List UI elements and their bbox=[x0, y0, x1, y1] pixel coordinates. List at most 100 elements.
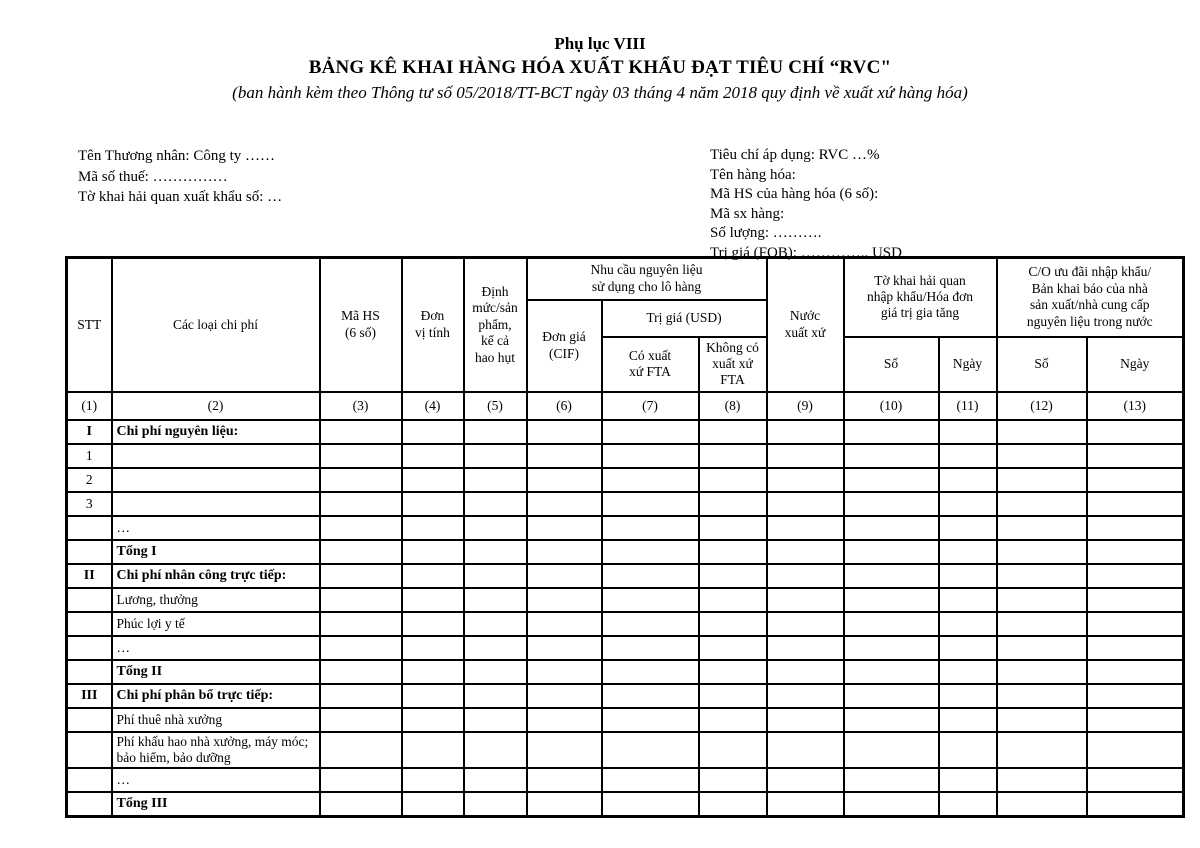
empty-cell bbox=[937, 490, 998, 517]
empty-cell bbox=[600, 730, 700, 770]
header-row-groups: STT Các loại chi phí Mã HS (6 số) Đơn vị… bbox=[65, 256, 1185, 393]
empty-cell bbox=[318, 610, 403, 637]
empty-cell bbox=[400, 682, 465, 709]
cost-label-cell bbox=[110, 490, 321, 517]
empty-cell bbox=[462, 634, 528, 661]
header-co-ngay: Ngày bbox=[1085, 335, 1185, 393]
empty-cell bbox=[765, 562, 845, 589]
header-hs-code: Mã HS (6 số) bbox=[318, 256, 403, 393]
empty-cell bbox=[1085, 791, 1185, 818]
empty-cell bbox=[525, 538, 603, 565]
empty-cell bbox=[318, 562, 403, 589]
empty-cell bbox=[318, 730, 403, 770]
empty-cell bbox=[765, 706, 845, 733]
table-body: (1) (2) (3) (4) (5) (6) (7) (8) (9) (10) (11) (12)(… bbox=[65, 390, 1185, 818]
empty-cell bbox=[937, 730, 998, 770]
empty-cell bbox=[842, 610, 940, 637]
document-subtitle: (ban hành kèm theo Thông tư số 05/2018/T… bbox=[232, 83, 968, 102]
empty-cell bbox=[462, 767, 528, 794]
empty-cell bbox=[842, 791, 940, 818]
empty-cell bbox=[697, 562, 768, 589]
empty-cell bbox=[765, 682, 845, 709]
empty-cell bbox=[842, 682, 940, 709]
empty-cell bbox=[1085, 730, 1185, 770]
empty-cell bbox=[400, 658, 465, 685]
empty-cell bbox=[400, 538, 465, 565]
empty-cell bbox=[697, 490, 768, 517]
empty-cell bbox=[318, 538, 403, 565]
empty-cell bbox=[937, 610, 998, 637]
empty-cell bbox=[842, 418, 940, 445]
empty-cell bbox=[765, 586, 845, 613]
empty-cell bbox=[525, 730, 603, 770]
empty-cell bbox=[462, 562, 528, 589]
empty-cell bbox=[842, 706, 940, 733]
empty-cell bbox=[697, 682, 768, 709]
table-row: 1 bbox=[65, 442, 1185, 469]
empty-cell bbox=[600, 442, 700, 469]
header-stt: STT bbox=[65, 256, 113, 393]
table-row: Lương, thưởng bbox=[65, 586, 1185, 613]
empty-cell bbox=[600, 634, 700, 661]
empty-cell bbox=[937, 791, 998, 818]
empty-cell bbox=[842, 586, 940, 613]
table-row: Tổng I bbox=[65, 538, 1185, 565]
empty-cell bbox=[462, 610, 528, 637]
empty-cell bbox=[1085, 418, 1185, 445]
empty-cell bbox=[842, 514, 940, 541]
header-norm: Định mức/sản phẩm, kể cả hao hụt bbox=[462, 256, 528, 393]
column-number-cell: (13) bbox=[1085, 390, 1185, 421]
stt-cell: 3 bbox=[65, 490, 113, 517]
cost-label-cell: … bbox=[110, 767, 321, 794]
empty-cell bbox=[462, 442, 528, 469]
table-row: II Chi phí nhân công trực tiếp: bbox=[65, 562, 1185, 589]
stt-cell bbox=[65, 634, 113, 661]
empty-cell bbox=[525, 658, 603, 685]
empty-cell bbox=[697, 538, 768, 565]
empty-cell bbox=[600, 791, 700, 818]
cost-label-cell: Chi phí phân bổ trực tiếp: bbox=[110, 682, 321, 709]
stt-cell bbox=[65, 610, 113, 637]
empty-cell bbox=[995, 538, 1088, 565]
stt-cell: I bbox=[65, 418, 113, 445]
empty-cell bbox=[697, 706, 768, 733]
empty-cell bbox=[937, 442, 998, 469]
table-row: Phí khấu hao nhà xưởng, máy móc; bảo hiể… bbox=[65, 730, 1185, 770]
empty-cell bbox=[1085, 767, 1185, 794]
empty-cell bbox=[995, 658, 1088, 685]
empty-cell bbox=[462, 682, 528, 709]
empty-cell bbox=[765, 538, 845, 565]
empty-cell bbox=[600, 586, 700, 613]
header-import-so: Số bbox=[842, 335, 940, 393]
empty-cell bbox=[600, 538, 700, 565]
empty-cell bbox=[1085, 538, 1185, 565]
header-co-group: C/O ưu đãi nhập khẩu/ Bản khai báo của n… bbox=[995, 256, 1185, 338]
column-number-cell: (1) bbox=[65, 390, 113, 421]
stt-cell bbox=[65, 706, 113, 733]
empty-cell bbox=[995, 791, 1088, 818]
cost-label-cell: Lương, thưởng bbox=[110, 586, 321, 613]
empty-cell bbox=[765, 466, 845, 493]
table-row: … bbox=[65, 767, 1185, 794]
empty-cell bbox=[765, 442, 845, 469]
empty-cell bbox=[462, 706, 528, 733]
empty-cell bbox=[525, 442, 603, 469]
empty-cell bbox=[400, 514, 465, 541]
header-unit-price-cif: Đơn giá (CIF) bbox=[525, 298, 603, 393]
empty-cell bbox=[697, 466, 768, 493]
export-declaration-line: Tờ khai hải quan xuất khẩu số: … bbox=[78, 189, 283, 205]
tax-code-line: Mã số thuế: …………… bbox=[78, 168, 228, 185]
criteria-line: Tiêu chí áp dụng: RVC …% bbox=[710, 147, 880, 163]
empty-cell bbox=[1085, 706, 1185, 733]
empty-cell bbox=[400, 791, 465, 818]
empty-cell bbox=[697, 610, 768, 637]
empty-cell bbox=[765, 658, 845, 685]
empty-cell bbox=[462, 490, 528, 517]
empty-cell bbox=[937, 538, 998, 565]
header-material-need-group: Nhu cầu nguyên liệu sử dụng cho lô hàng bbox=[525, 256, 768, 301]
table-row: … bbox=[65, 634, 1185, 661]
table-row: Tổng II bbox=[65, 658, 1185, 685]
empty-cell bbox=[318, 442, 403, 469]
empty-cell bbox=[697, 767, 768, 794]
